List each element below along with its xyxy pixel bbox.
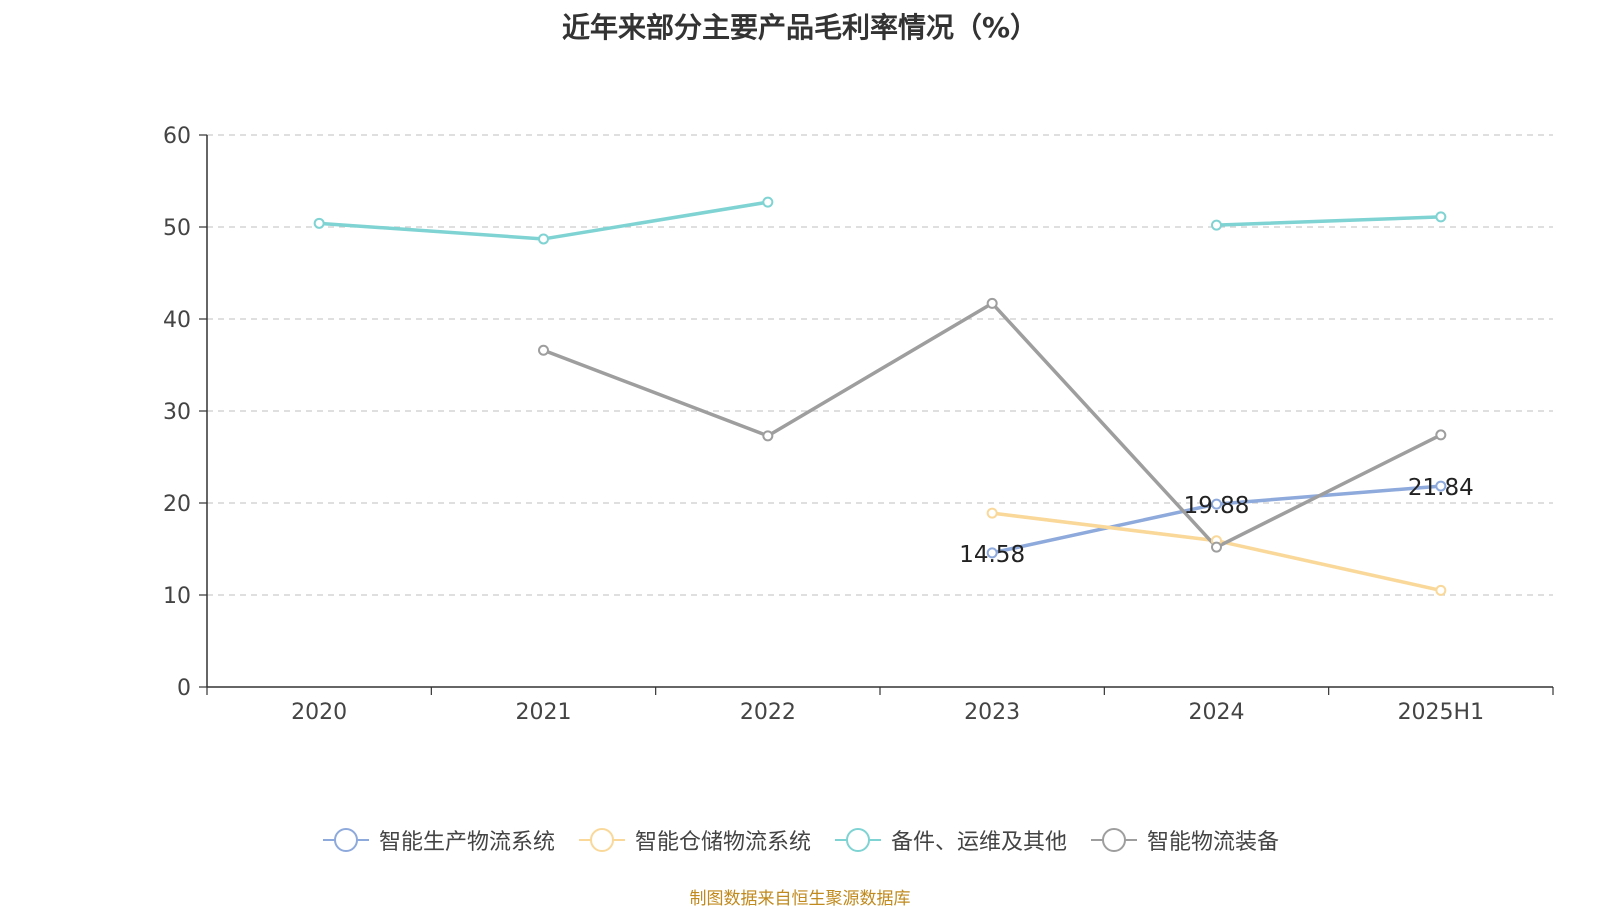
source-note: 制图数据来自恒生聚源数据库 — [689, 889, 911, 909]
series-3-point — [1211, 219, 1222, 231]
legend-label-series-4: 智能物流装备 — [1147, 830, 1280, 855]
y-tick-label: 50 — [163, 216, 191, 241]
legend-series-4-icon — [1091, 828, 1138, 852]
y-tick-label: 30 — [163, 400, 191, 425]
series-3-segment — [541, 200, 770, 241]
series-4-point — [1435, 429, 1447, 441]
x-tick-label: 2022 — [740, 700, 796, 725]
x-tick-label: 2023 — [964, 700, 1020, 725]
legend: 智能生产物流系统 智能仓储物流系统 备件、运维及其他 智能物流装备 — [0, 824, 1600, 856]
series-2-segment — [1214, 538, 1443, 593]
x-tick-label: 2020 — [291, 700, 347, 725]
series-4-point — [762, 430, 774, 442]
series-4-point — [538, 344, 549, 356]
series-1-point — [986, 547, 998, 559]
series-1-point — [1435, 480, 1447, 492]
series-1-segment — [1214, 484, 1443, 506]
series-4-segment — [766, 301, 994, 438]
y-tick-label: 40 — [163, 308, 191, 333]
series-4-segment — [990, 301, 1219, 549]
series-4-segment — [541, 348, 770, 438]
x-tick-label: 2021 — [516, 700, 572, 725]
series-3-point — [762, 196, 774, 208]
line-chart: 0 10 20 30 40 50 60 2020 2021 2022 2023 2024 2025H1 1… — [163, 124, 1554, 725]
legend-series-3-icon — [835, 828, 881, 852]
series-3-segment — [1214, 215, 1443, 227]
y-tick-label: 0 — [177, 676, 191, 701]
series-1-data-label: 14.58 — [959, 542, 1025, 568]
x-tick-label: 2025H1 — [1398, 700, 1485, 725]
legend-label-series-2: 智能仓储物流系统 — [634, 830, 811, 855]
series-3-segment — [317, 221, 546, 241]
y-tick-label: 60 — [163, 124, 191, 149]
legend-item-series-2[interactable]: 智能仓储物流系统 — [577, 824, 811, 856]
legend-label-series-1: 智能生产物流系统 — [378, 830, 555, 855]
series-2-point — [986, 507, 998, 519]
series-1-data-label: 21.84 — [1408, 475, 1474, 501]
chart-title: 近年来部分主要产品毛利率情况（%） — [561, 11, 1039, 44]
series-3-point — [538, 233, 549, 245]
series-1-data-label: 19.88 — [1184, 493, 1250, 519]
legend-item-series-1[interactable]: 智能生产物流系统 — [321, 824, 555, 856]
series-4-point — [1211, 541, 1222, 553]
legend-item-series-3[interactable]: 备件、运维及其他 — [833, 824, 1067, 856]
legend-item-series-4[interactable]: 智能物流装备 — [1089, 824, 1279, 856]
x-tick-label: 2024 — [1189, 700, 1245, 725]
y-tick-label: 20 — [163, 492, 191, 517]
series-3-point — [1435, 211, 1447, 223]
series-4-point — [986, 297, 998, 309]
series-2-segment — [990, 511, 1219, 543]
series-4-segment — [1214, 433, 1443, 549]
legend-label-series-3: 备件、运维及其他 — [891, 830, 1068, 855]
series-2-point — [1435, 584, 1447, 596]
y-tick-label: 10 — [163, 584, 191, 609]
legend-series-2-icon — [578, 828, 625, 852]
series-1-point — [1211, 498, 1222, 510]
series-3-point — [313, 217, 325, 229]
legend-series-1-icon — [322, 828, 369, 852]
